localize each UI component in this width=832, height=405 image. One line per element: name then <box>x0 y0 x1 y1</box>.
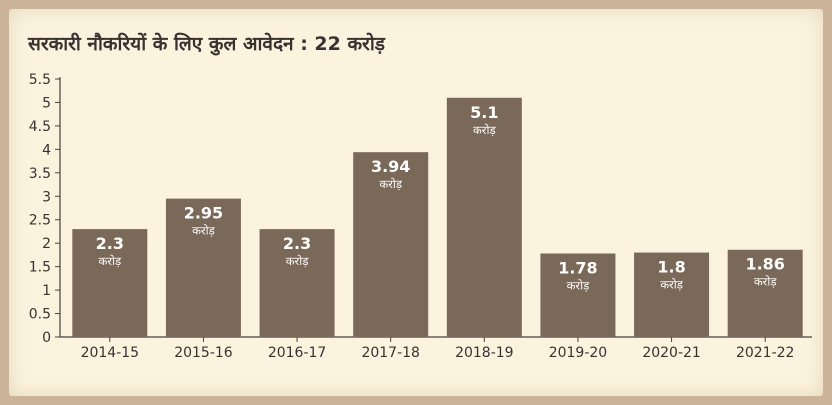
bar-unit-label: करोड़ <box>660 278 684 292</box>
chart-title: सरकारी नौकरियों के लिए कुल आवेदन : 22 कर… <box>28 33 385 55</box>
x-tick-label: 2019-20 <box>549 345 608 361</box>
y-tick-label: 5.5 <box>29 72 51 88</box>
x-tick-label: 2015-16 <box>174 345 233 361</box>
y-tick-label: 2.5 <box>29 213 51 229</box>
bar-value-label: 5.1 <box>470 103 498 122</box>
bar-value-label: 2.3 <box>283 234 311 253</box>
bar-unit-label: करोड़ <box>98 254 122 268</box>
bar-unit-label: करोड़ <box>754 275 778 289</box>
bar-value-label: 1.78 <box>558 259 597 278</box>
bar-unit-label: करोड़ <box>473 123 497 137</box>
x-tick-label: 2014-15 <box>81 345 140 361</box>
bar <box>540 253 616 337</box>
y-tick-label: 3 <box>42 189 51 205</box>
y-tick-label: 0.5 <box>29 307 51 323</box>
y-tick-label: 4 <box>42 142 51 158</box>
y-tick-label: 3.5 <box>29 166 51 182</box>
bar <box>727 249 803 337</box>
bar-unit-label: करोड़ <box>286 254 310 268</box>
bar-unit-label: करोड़ <box>567 279 591 293</box>
bar-value-label: 3.94 <box>371 157 410 176</box>
bar-value-label: 2.95 <box>184 204 223 223</box>
bar-value-label: 1.86 <box>745 255 784 274</box>
x-tick-label: 2021-22 <box>736 345 795 361</box>
y-tick-label: 5 <box>42 95 51 111</box>
x-tick-label: 2020-21 <box>642 345 701 361</box>
y-tick-label: 4.5 <box>29 119 51 135</box>
bar <box>165 198 241 337</box>
y-tick-label: 2 <box>42 236 51 252</box>
bar <box>446 97 522 337</box>
bar-unit-label: करोड़ <box>192 224 216 238</box>
bar-unit-label: करोड़ <box>379 177 403 191</box>
x-tick-label: 2016-17 <box>268 345 327 361</box>
x-tick-label: 2017-18 <box>361 345 420 361</box>
bar-value-label: 2.3 <box>96 234 124 253</box>
y-tick-label: 0 <box>42 330 51 346</box>
x-tick-label: 2018-19 <box>455 345 514 361</box>
y-tick-label: 1 <box>42 283 51 299</box>
bar <box>634 252 710 337</box>
bar <box>353 152 429 337</box>
bar <box>259 229 335 337</box>
bar <box>72 229 148 337</box>
bar-value-label: 1.8 <box>657 258 685 277</box>
y-tick-label: 1.5 <box>29 260 51 276</box>
